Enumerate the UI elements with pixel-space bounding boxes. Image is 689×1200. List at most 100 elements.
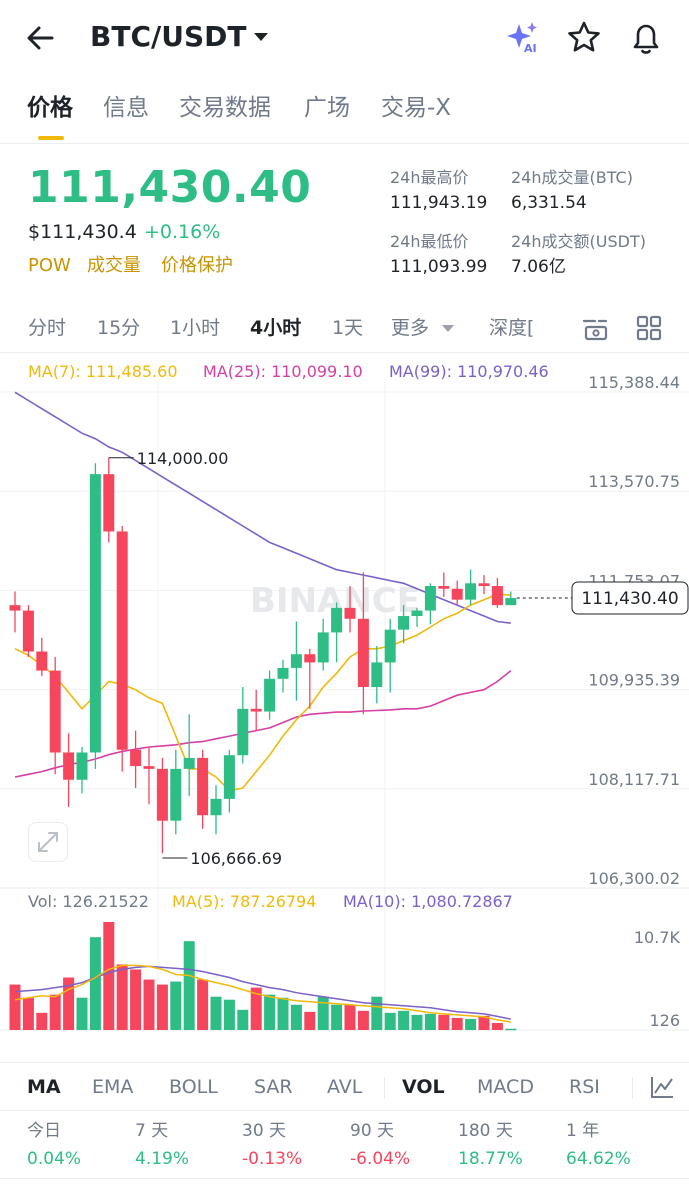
indicator-divider-bottom xyxy=(0,1110,689,1111)
expand-chart-button[interactable] xyxy=(28,822,68,862)
candle-body xyxy=(317,632,329,663)
tab-info[interactable]: 信息 xyxy=(103,95,149,121)
volume-bar xyxy=(317,996,329,1030)
candle-body xyxy=(89,474,101,753)
candle-body xyxy=(250,708,262,712)
interval-depth[interactable]: 深度[ xyxy=(489,317,535,339)
candle-body xyxy=(491,586,503,606)
interval-divider xyxy=(0,352,689,353)
x-axis-label: 2025-10-25 08:00 xyxy=(313,1039,457,1042)
bottom-divider xyxy=(0,1178,689,1179)
candlestick-chart[interactable]: BINANCE 115,388.44113,570.75111,753.0710… xyxy=(0,352,689,1042)
volume-bar xyxy=(237,1009,249,1030)
candle-body xyxy=(451,588,463,600)
interval-more[interactable]: 更多 xyxy=(391,317,430,339)
high-24h-value: 111,943.19 xyxy=(390,193,488,213)
candle-body xyxy=(36,651,48,671)
candle-body xyxy=(197,757,209,816)
bell-icon[interactable] xyxy=(626,18,666,58)
tab-price[interactable]: 价格 xyxy=(27,95,73,121)
tag-price-protection[interactable]: 价格保护 xyxy=(161,255,233,276)
volume-bar xyxy=(491,1022,503,1030)
more-caret-icon[interactable] xyxy=(440,320,456,340)
indicator-avl[interactable]: AVL xyxy=(327,1076,363,1098)
tab-square[interactable]: 广场 xyxy=(304,95,350,121)
candle-body xyxy=(371,662,383,687)
price-tick-label: 106,300.02 xyxy=(588,869,680,888)
candle-body xyxy=(331,607,343,633)
vol-ma5-line xyxy=(14,964,511,1023)
low-marker-label: 106,666.69 xyxy=(190,849,282,868)
perf-value-3: -6.04% xyxy=(350,1149,411,1169)
candle-body xyxy=(438,586,450,589)
interval-time[interactable]: 分时 xyxy=(28,317,67,339)
tab-trade-x[interactable]: 交易-X xyxy=(381,95,452,121)
price-tick-label: 108,117.71 xyxy=(588,770,680,789)
expand-icon xyxy=(38,832,58,852)
interval-1d[interactable]: 1天 xyxy=(332,317,364,339)
volume-bar xyxy=(250,987,262,1030)
indicator-ma[interactable]: MA xyxy=(27,1076,61,1098)
candle-body xyxy=(49,670,61,753)
interval-4h[interactable]: 4小时 xyxy=(250,317,302,339)
price-change-percent: +0.16% xyxy=(144,221,221,243)
volume-bar xyxy=(9,984,21,1030)
volume-bar xyxy=(424,1013,436,1030)
candle-body xyxy=(398,616,410,630)
ai-sparkle-icon[interactable]: AI xyxy=(503,18,543,58)
volume-bar xyxy=(22,997,34,1030)
indicator-separator-2 xyxy=(632,1077,633,1099)
tag-pow[interactable]: POW xyxy=(28,255,71,276)
tab-trading-data[interactable]: 交易数据 xyxy=(179,95,271,121)
candle-body xyxy=(223,755,235,799)
indicator-vol[interactable]: VOL xyxy=(402,1076,445,1098)
volume-bar xyxy=(465,1018,477,1030)
caret-down-icon[interactable] xyxy=(252,22,270,62)
interval-15m[interactable]: 15分 xyxy=(97,317,141,339)
active-tab-indicator xyxy=(38,136,64,140)
main-tabs: 价格 信息 交易数据 广场 交易-X xyxy=(0,88,689,142)
volume-legend: Vol: 126.21522 xyxy=(28,892,149,911)
candle-body xyxy=(264,678,276,712)
volume-bar xyxy=(478,1015,490,1030)
indicator-boll[interactable]: BOLL xyxy=(169,1076,218,1098)
candle-body xyxy=(170,768,182,821)
volume-tick-label: 10.7K xyxy=(634,928,681,947)
tag-volume[interactable]: 成交量 xyxy=(87,255,141,276)
perf-label-4: 180 天 xyxy=(458,1121,513,1141)
volume-bar xyxy=(223,999,235,1030)
volume-bar xyxy=(63,977,75,1030)
star-icon[interactable] xyxy=(564,18,604,58)
usd-price: $111,430.4 xyxy=(28,221,137,243)
volume-bar xyxy=(371,996,383,1030)
volume-bar xyxy=(505,1028,517,1031)
pair-title[interactable]: BTC/USDT xyxy=(90,20,247,53)
indicator-ema[interactable]: EMA xyxy=(92,1076,134,1098)
indicator-settings-icon[interactable] xyxy=(648,1073,676,1105)
perf-label-1: 7 天 xyxy=(135,1121,169,1141)
candle-body xyxy=(143,766,155,769)
volume-bar xyxy=(277,997,289,1030)
indicator-sar[interactable]: SAR xyxy=(254,1076,293,1098)
candle-body xyxy=(357,618,369,687)
indicator-macd[interactable]: MACD xyxy=(477,1076,534,1098)
volume-bar xyxy=(103,922,115,1030)
chart-settings-icon[interactable] xyxy=(580,314,610,348)
volume-bar xyxy=(143,979,155,1030)
volume-bar xyxy=(76,997,88,1030)
interval-1h[interactable]: 1小时 xyxy=(170,317,221,339)
perf-label-5: 1 年 xyxy=(566,1121,600,1141)
volume-btc-label: 24h成交量(BTC) xyxy=(511,168,633,187)
volume-bar xyxy=(304,1011,316,1030)
price-tick-label: 113,570.75 xyxy=(588,472,680,491)
indicator-rsi[interactable]: RSI xyxy=(569,1076,600,1098)
top-bar: BTC/USDT AI xyxy=(0,0,689,76)
candle-body xyxy=(505,598,517,606)
layout-grid-icon[interactable] xyxy=(635,314,663,346)
tabs-divider xyxy=(0,143,689,144)
candle-body xyxy=(478,583,490,587)
volume-bar xyxy=(170,981,182,1030)
candle-body xyxy=(290,654,302,668)
last-price-label: 111,430.40 xyxy=(581,589,678,609)
back-arrow-icon[interactable] xyxy=(24,20,64,56)
